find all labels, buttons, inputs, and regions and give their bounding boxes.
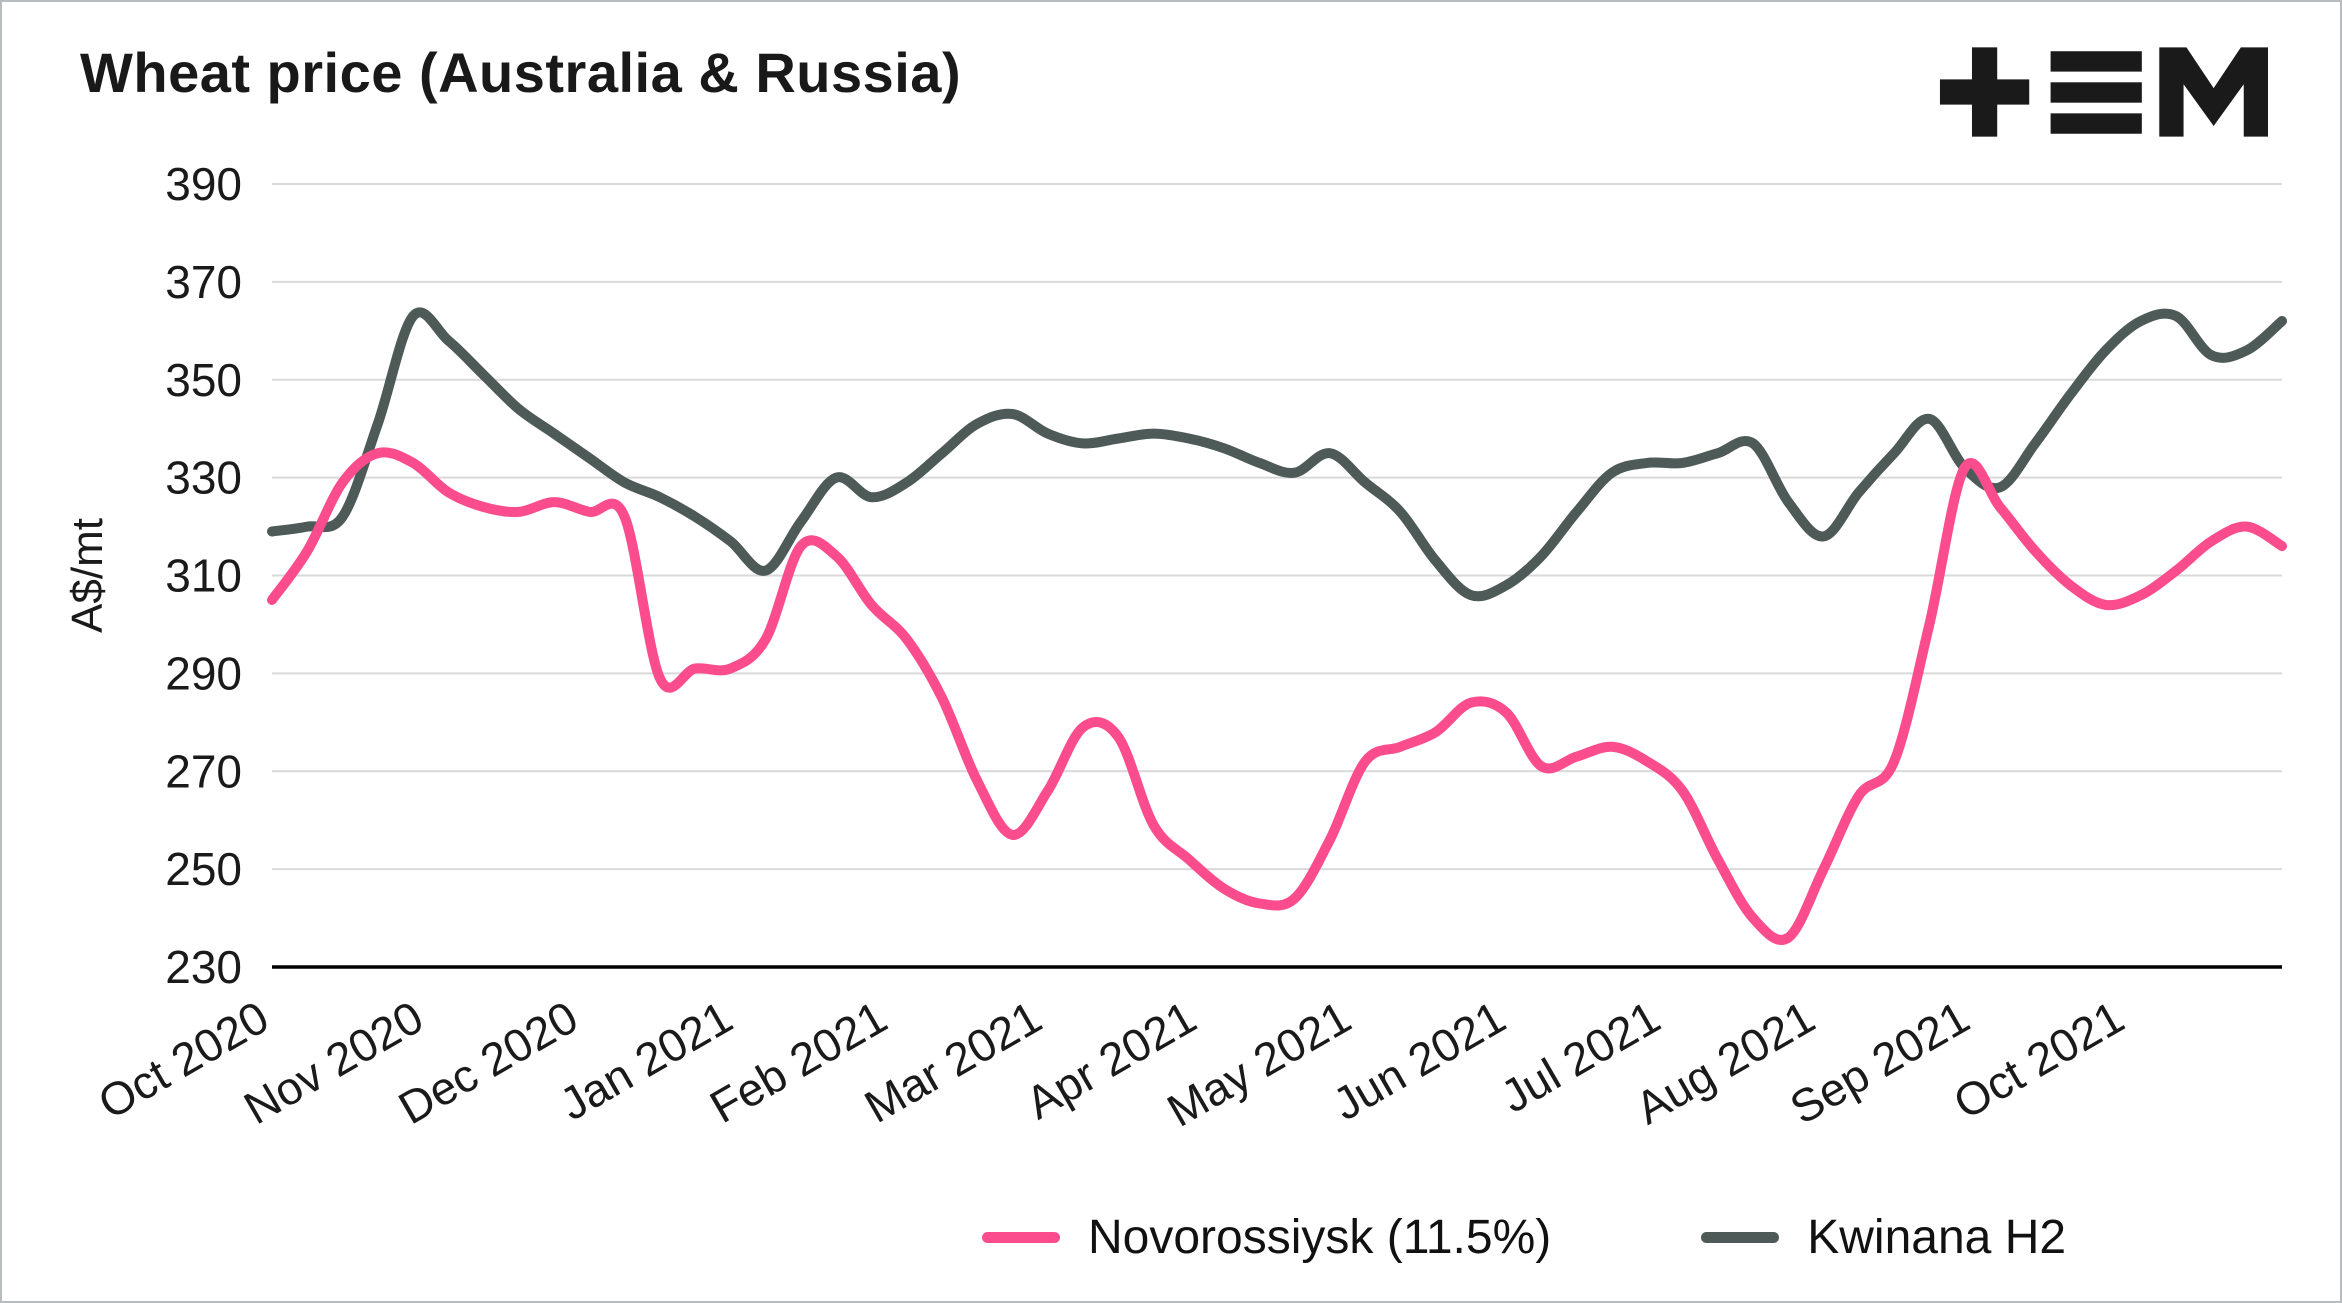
legend-item-kwinana: Kwinana H2	[1701, 1210, 2066, 1265]
y-tick-label: 230	[165, 941, 242, 993]
x-tick-label: Dec 2020	[390, 991, 587, 1134]
x-tick-label: Jun 2021	[1324, 991, 1514, 1131]
tem-logo	[1938, 44, 2268, 145]
x-tick-label: Jan 2021	[551, 991, 741, 1131]
y-tick-label: 370	[165, 256, 242, 308]
y-tick-label: 270	[165, 745, 242, 797]
y-axis-label: A$/mt	[63, 518, 112, 633]
x-tick-label: Feb 2021	[701, 991, 895, 1133]
y-tick-label: 290	[165, 647, 242, 699]
kwinana-line-swatch	[1701, 1232, 1780, 1243]
y-tick-label: 330	[165, 452, 242, 504]
tem-logo-graphic	[1939, 47, 2268, 137]
logo-m-icon	[2159, 47, 2268, 137]
legend-item-novorossiysk: Novorossiysk (11.5%)	[982, 1210, 1551, 1265]
chart-area: 390 370 350 330 310 290 270 250 230 Oct 2020 Nov 2…	[2, 122, 2340, 1222]
novorossiysk-line-swatch	[982, 1232, 1060, 1243]
x-tick-label: Mar 2021	[856, 991, 1050, 1133]
y-tick-label: 310	[165, 550, 242, 602]
page-title: Wheat price (Australia & Russia)	[80, 41, 962, 104]
series-line-kwinana-h2	[267, 307, 2287, 602]
novorossiysk-legend-label: Novorossiysk (11.5%)	[1088, 1211, 1552, 1264]
legend: Novorossiysk (11.5%) Kwinana H2	[982, 1210, 2066, 1265]
logo-bars-icon	[2050, 51, 2142, 72]
y-tick-label: 350	[165, 354, 242, 406]
y-tick-label: 250	[165, 843, 242, 895]
series-line-novorossiysk-11-5	[267, 447, 2287, 945]
x-tick-label: Oct 2021	[1945, 991, 2133, 1129]
y-tick-label: 390	[165, 158, 242, 210]
kwinana-legend-label: Kwinana H2	[1807, 1211, 2067, 1264]
x-tick-label: Sep 2021	[1781, 991, 1978, 1135]
